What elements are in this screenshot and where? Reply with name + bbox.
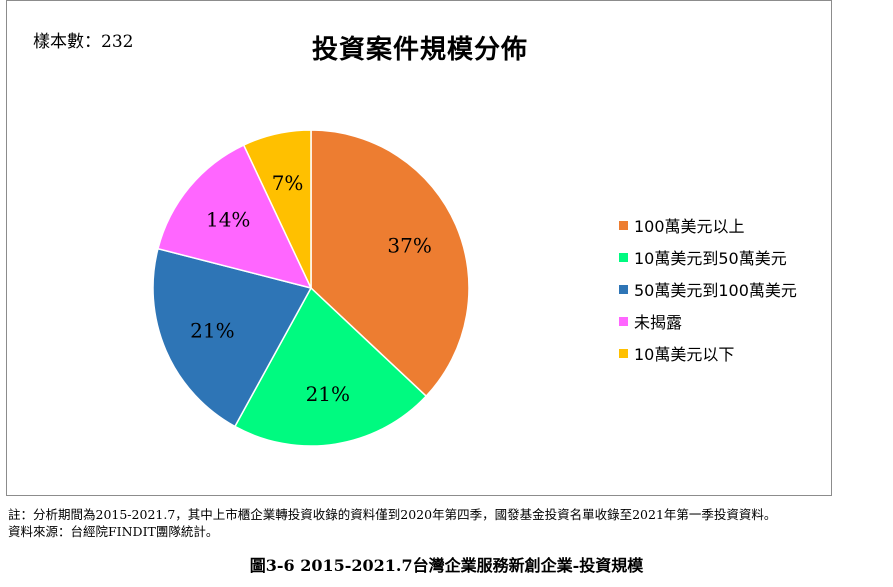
pie-slice-label-2: 21% (306, 382, 350, 406)
pie-slice-3 (152, 247, 313, 428)
legend-label: 50萬美元到100萬美元 (634, 281, 797, 300)
chart-frame: 樣本數：232 投資案件規模分佈 37% 21% 21% 14% 7% 100萬美元以上… (6, 0, 832, 496)
pie-slice-label-4: 14% (206, 208, 250, 232)
pie-slice-label-5: 7% (272, 171, 304, 195)
pie-slice-label-3: 21% (190, 319, 234, 343)
legend-swatch (619, 284, 628, 294)
chart-title: 投資案件規模分佈 (311, 35, 528, 65)
legend-item-2: 10萬美元到50萬美元 (619, 241, 797, 273)
pie-slice-2 (233, 286, 428, 447)
legend-label: 100萬美元以上 (634, 217, 745, 236)
sample-size-label: 樣本數：232 (33, 32, 134, 52)
pie-chart: 37% 21% 21% 14% 7% (152, 129, 470, 447)
footnote: 註：分析期間為2015-2021.7，其中上市櫃企業轉投資收錄的資料僅到2020… (8, 506, 776, 540)
legend-label: 10萬美元以下 (634, 345, 735, 364)
legend-swatch (619, 252, 628, 262)
legend-item-4: 未揭露 (619, 305, 797, 337)
pie-slice-4 (157, 144, 313, 290)
legend-swatch (619, 348, 628, 358)
legend-swatch (619, 316, 628, 326)
pie-slice-1 (310, 129, 470, 398)
chart-legend: 100萬美元以上 10萬美元到50萬美元 50萬美元到100萬美元 未揭露 10萬美元以… (619, 209, 797, 369)
legend-item-5: 10萬美元以下 (619, 337, 797, 369)
legend-label: 未揭露 (634, 313, 683, 332)
legend-swatch (619, 220, 628, 230)
figure-caption: 圖3-6 2015-2021.7台灣企業服務新創企業-投資規模 (249, 556, 644, 575)
legend-item-3: 50萬美元到100萬美元 (619, 273, 797, 305)
legend-label: 10萬美元到50萬美元 (634, 249, 787, 268)
legend-item-1: 100萬美元以上 (619, 209, 797, 241)
footnote-line-1: 註：分析期間為2015-2021.7，其中上市櫃企業轉投資收錄的資料僅到2020… (8, 507, 777, 522)
pie-slice-5 (242, 129, 312, 289)
pie-slice-label-1: 37% (387, 233, 431, 257)
footnote-line-2: 資料來源：台經院FINDIT團隊統計。 (8, 524, 219, 539)
